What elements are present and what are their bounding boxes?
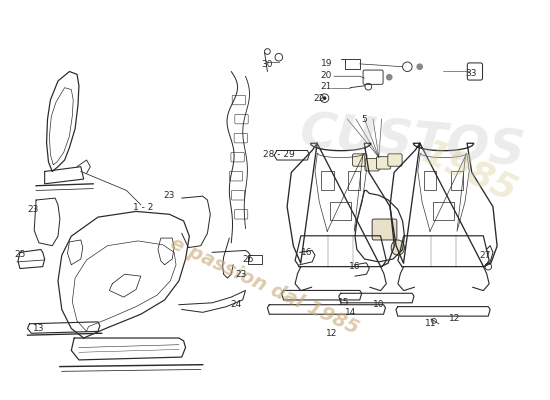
Bar	[249, 255, 262, 264]
Text: 5: 5	[362, 114, 367, 124]
Text: 16: 16	[349, 262, 361, 271]
Text: 10: 10	[373, 300, 384, 309]
Text: 1 - 2: 1 - 2	[134, 203, 154, 212]
Text: 19: 19	[321, 59, 332, 68]
FancyBboxPatch shape	[376, 157, 390, 169]
Ellipse shape	[416, 63, 423, 70]
Text: CUSTOS: CUSTOS	[298, 109, 527, 177]
FancyBboxPatch shape	[353, 154, 367, 166]
Text: 15: 15	[338, 298, 349, 307]
Ellipse shape	[391, 240, 404, 255]
Text: 26: 26	[243, 256, 254, 264]
Ellipse shape	[323, 96, 327, 100]
Text: 1985: 1985	[416, 135, 522, 208]
Text: 33: 33	[465, 69, 477, 78]
Text: 23: 23	[235, 270, 246, 279]
Text: 25: 25	[14, 250, 26, 259]
Text: 13: 13	[33, 324, 45, 333]
Text: 30: 30	[262, 60, 273, 69]
Text: 28 - 29: 28 - 29	[263, 150, 295, 159]
Text: 16: 16	[301, 248, 312, 257]
Text: 12: 12	[326, 329, 337, 338]
Text: 23: 23	[164, 191, 175, 200]
Text: 14: 14	[344, 308, 356, 317]
Text: 24: 24	[230, 300, 241, 309]
FancyBboxPatch shape	[372, 219, 397, 240]
Text: 12: 12	[449, 314, 461, 324]
Text: 27: 27	[480, 251, 491, 260]
Text: e passion dal 1985: e passion dal 1985	[167, 234, 362, 338]
Text: 11: 11	[425, 319, 437, 328]
Text: 20: 20	[321, 71, 332, 80]
Text: 23: 23	[28, 205, 39, 214]
Text: 22: 22	[313, 94, 324, 103]
FancyBboxPatch shape	[388, 154, 402, 166]
Text: 21: 21	[321, 82, 332, 91]
Ellipse shape	[386, 74, 393, 80]
FancyBboxPatch shape	[365, 158, 380, 171]
